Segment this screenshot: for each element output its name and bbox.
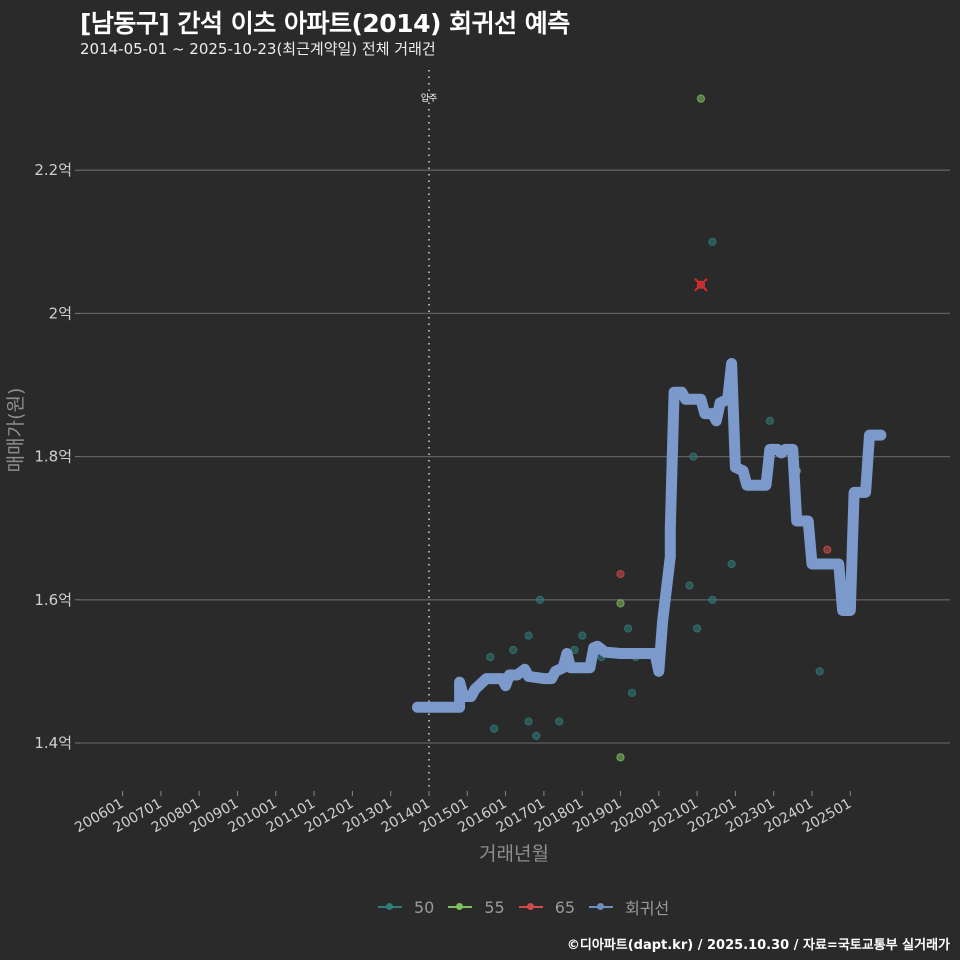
data-point <box>486 652 495 662</box>
data-point <box>524 631 533 640</box>
legend-item: 회귀선 <box>589 895 669 919</box>
legend-item: 55 <box>448 897 505 917</box>
y-axis: 1.4억 1.6억 1.8억 2억 2.2억 <box>34 161 80 752</box>
data-point <box>624 624 633 633</box>
data-point <box>815 667 824 676</box>
y-tick-label: 1.8억 <box>34 448 72 466</box>
legend-label: 65 <box>554 897 576 917</box>
chart-title: [남동구] 간석 이츠 아파트(2014) 회귀선 예측 <box>80 9 570 38</box>
data-point <box>708 237 717 246</box>
legend-swatch-icon <box>378 901 402 913</box>
data-point <box>490 724 499 733</box>
regression-path <box>412 358 887 713</box>
y-tick-label: 2.2억 <box>34 161 72 179</box>
gridlines <box>80 169 950 744</box>
data-point <box>616 753 625 762</box>
y-tick-label: 2억 <box>49 304 72 322</box>
data-point <box>689 452 698 461</box>
legend-swatch-icon <box>589 901 614 913</box>
legend-swatch-icon <box>518 901 543 913</box>
legend-swatch-icon <box>448 901 473 913</box>
data-point <box>696 94 706 103</box>
y-tick-label: 1.4억 <box>34 734 72 752</box>
legend-label: 회귀선 <box>625 899 670 918</box>
y-axis-title: 매매가(원) <box>5 388 27 473</box>
data-point <box>555 717 564 726</box>
data-point <box>685 581 694 590</box>
highlight-x-icon <box>694 278 708 292</box>
data-point <box>578 631 587 640</box>
x-axis-title: 거래년월 <box>479 843 549 865</box>
move-in-line: 입주 <box>421 70 438 790</box>
chart-subtitle: 2014-05-01 ~ 2025-10-23(최근계약일) 전체 거래건 <box>80 40 436 58</box>
legend-item: 50 <box>378 898 434 917</box>
data-point <box>509 645 518 655</box>
source-caption: ©디아파트(dapt.kr) / 2025.10.30 / 자료=국토교통부 실… <box>566 938 950 953</box>
data-point <box>823 545 832 554</box>
data-point <box>532 731 541 740</box>
legend-item: 65 <box>518 897 576 917</box>
legend-label: 50 <box>414 897 435 917</box>
data-point <box>616 599 625 608</box>
data-point <box>627 688 637 697</box>
x-axis: 2006012007012008012009012010012011012012… <box>72 791 854 836</box>
y-tick-label: 1.6억 <box>34 591 72 609</box>
legend-label: 55 <box>484 897 505 917</box>
data-point <box>708 595 717 604</box>
regression-line <box>412 358 887 713</box>
data-point <box>727 559 736 569</box>
scatter-points <box>486 94 832 762</box>
data-point <box>765 416 774 425</box>
data-point <box>524 717 533 726</box>
data-point <box>693 624 702 633</box>
legend: 50 55 65 회귀선 <box>378 895 683 919</box>
move-in-label: 입주 <box>421 92 438 104</box>
data-point <box>616 569 625 579</box>
data-point <box>535 595 545 604</box>
